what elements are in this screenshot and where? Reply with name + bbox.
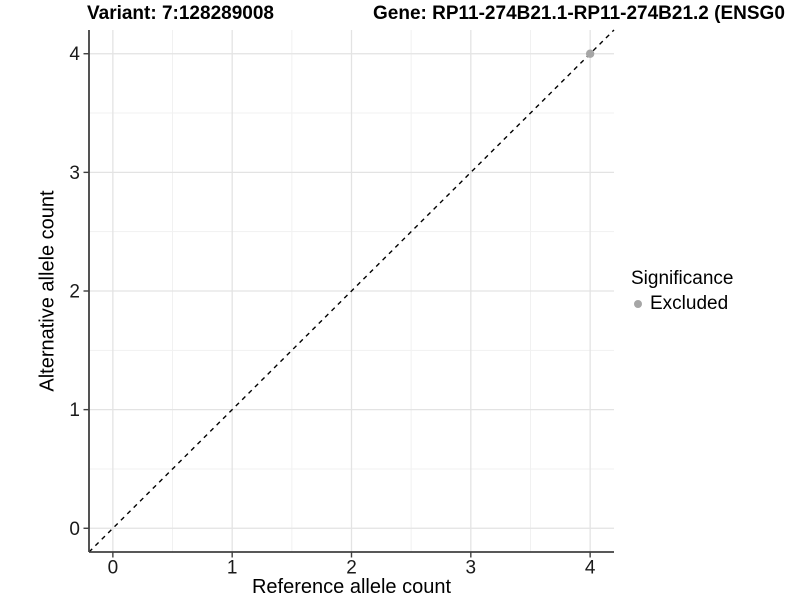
plot-panel: 0 1 2 3 4 0 1 2 3 4	[69, 29, 615, 579]
y-tick-label: 4	[69, 44, 80, 65]
legend-item-label: Excluded	[650, 293, 729, 314]
data-point	[585, 49, 595, 58]
legend-title: Significance	[631, 268, 734, 289]
legend-key-dot-icon	[634, 300, 642, 308]
plot-canvas: 0 1 2 3 4 0 1 2 3 4	[69, 29, 615, 579]
y-axis-title: Alternative allele count	[36, 190, 59, 392]
x-tick-label: 4	[585, 558, 596, 579]
variant-title: Variant: 7:128289008	[87, 3, 274, 24]
x-tick-label: 0	[108, 558, 119, 579]
x-tick-label: 1	[227, 558, 238, 579]
y-tick-label: 2	[69, 282, 80, 303]
y-tick-label: 0	[69, 519, 80, 540]
gene-title: Gene: RP11-274B21.1-RP11-274B21.2 (ENSG0	[373, 3, 785, 24]
x-tick-label: 2	[346, 558, 357, 579]
legend-items: Excluded	[631, 293, 733, 315]
y-tick-label: 1	[69, 400, 80, 421]
legend: Significance Excluded	[631, 268, 733, 315]
y-tick-label: 3	[69, 163, 80, 184]
legend-item: Excluded	[631, 293, 733, 315]
x-tick-label: 3	[466, 558, 477, 579]
identity-line	[88, 29, 615, 553]
x-axis-title: Reference allele count	[251, 576, 451, 598]
